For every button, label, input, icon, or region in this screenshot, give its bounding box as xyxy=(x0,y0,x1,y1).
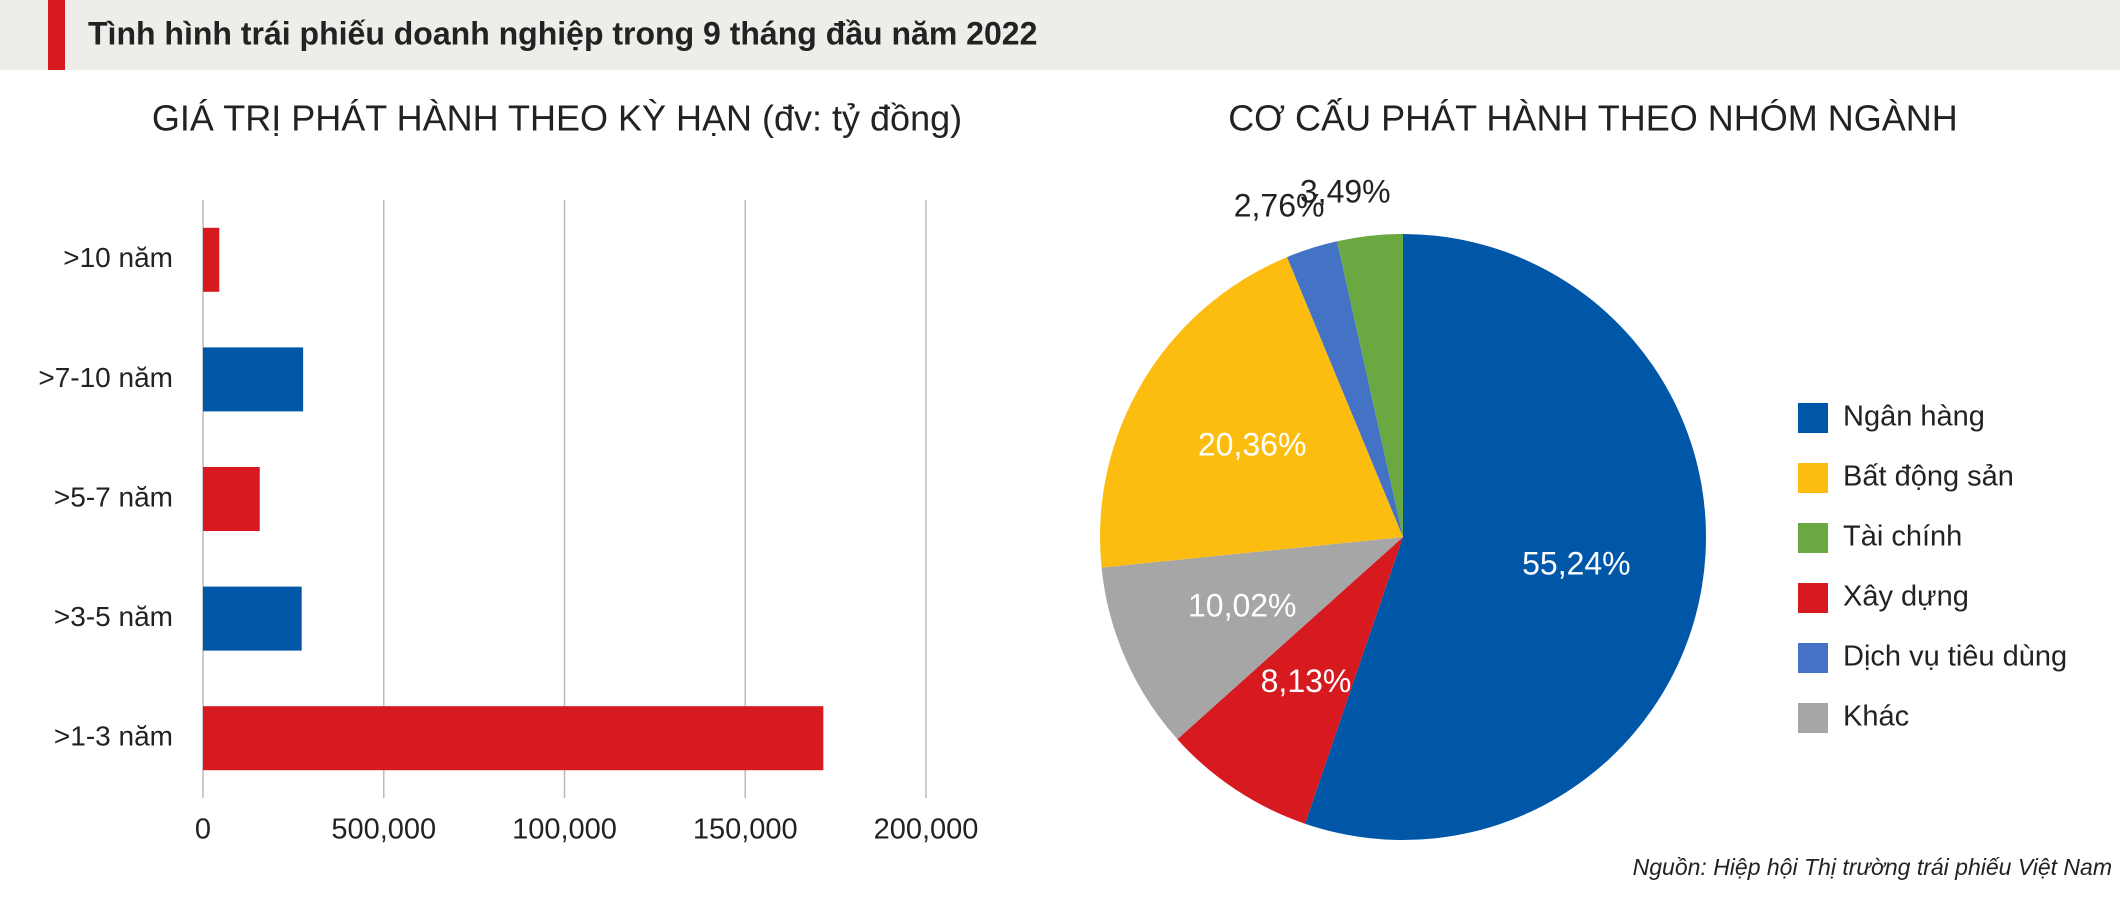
legend-swatch xyxy=(1798,403,1828,433)
x-tick-label: 500,000 xyxy=(331,814,436,846)
legend-label: Tài chính xyxy=(1843,521,1962,553)
bar-chart-title: GIÁ TRỊ PHÁT HÀNH THEO KỲ HẠN (đv: tỷ đồ… xyxy=(152,98,962,139)
pie-slice xyxy=(1100,257,1403,568)
bar xyxy=(203,586,302,651)
pie-slice xyxy=(1287,241,1403,538)
pie-slice xyxy=(1177,537,1403,824)
header-band xyxy=(0,0,2120,70)
x-tick-label: 150,000 xyxy=(693,814,798,846)
slice-label: 55,24% xyxy=(1522,545,1631,581)
legend-swatch xyxy=(1798,523,1828,553)
pie-chart-title: CƠ CẤU PHÁT HÀNH THEO NHÓM NGÀNH xyxy=(1228,98,1958,139)
slice-label: 20,36% xyxy=(1198,426,1307,462)
source-note: Nguồn: Hiệp hội Thị trường trái phiếu Vi… xyxy=(1633,854,2112,880)
slice-label: 8,13% xyxy=(1261,663,1352,699)
slice-label: 2,76% xyxy=(1234,187,1325,223)
legend-swatch xyxy=(1798,463,1828,493)
header-accent xyxy=(48,0,65,70)
slice-label: 10,02% xyxy=(1188,587,1297,623)
legend-label: Dịch vụ tiêu dùng xyxy=(1843,641,2067,673)
legend-swatch xyxy=(1798,703,1828,733)
pie-slice xyxy=(1305,234,1707,840)
pie-slice xyxy=(1101,537,1403,740)
legend-swatch xyxy=(1798,643,1828,673)
legend-label: Bất động sản xyxy=(1843,461,2014,493)
x-tick-label: 0 xyxy=(195,814,211,846)
header-title: Tình hình trái phiếu doanh nghiệp trong … xyxy=(88,15,1037,51)
legend-label: Khác xyxy=(1843,701,1909,733)
bar xyxy=(203,347,304,412)
y-tick-label: >10 năm xyxy=(63,242,173,273)
y-tick-label: >3-5 năm xyxy=(54,601,173,632)
legend-label: Ngân hàng xyxy=(1843,401,1985,433)
x-tick-label: 200,000 xyxy=(874,814,979,846)
legend-swatch xyxy=(1798,583,1828,613)
slice-label: 3,49% xyxy=(1300,174,1391,210)
y-tick-label: >1-3 năm xyxy=(54,721,173,752)
bar xyxy=(203,467,260,531)
y-tick-label: >7-10 năm xyxy=(38,362,173,393)
bar xyxy=(203,227,220,292)
pie-slice xyxy=(1337,234,1403,537)
y-tick-label: >5-7 năm xyxy=(54,481,173,512)
legend-label: Xây dựng xyxy=(1843,581,1969,613)
x-tick-label: 100,000 xyxy=(512,814,617,846)
bar xyxy=(203,706,824,771)
